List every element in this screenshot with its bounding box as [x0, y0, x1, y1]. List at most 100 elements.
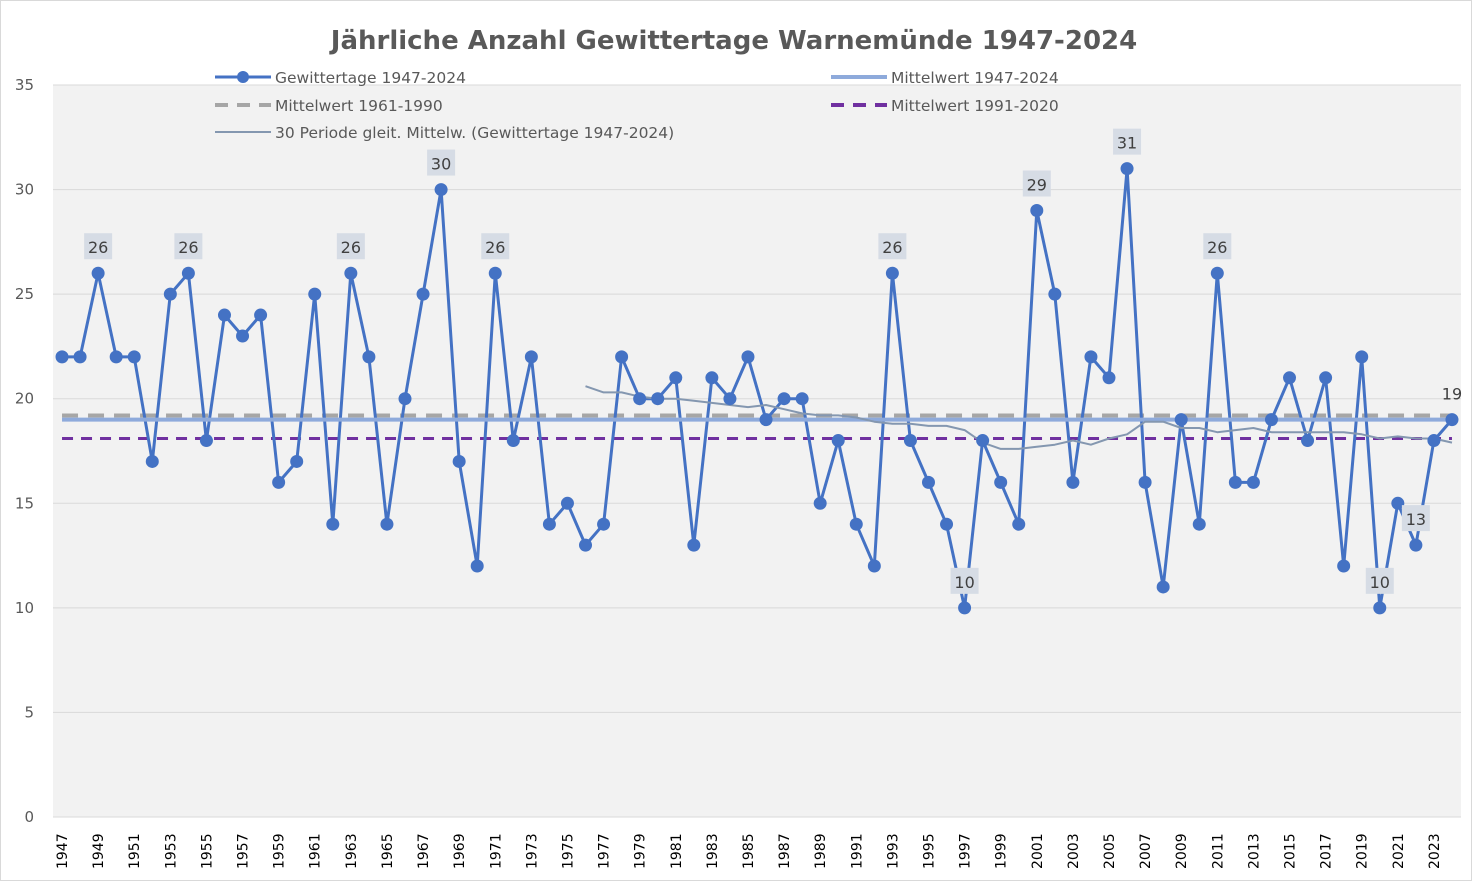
- legend-item: 30 Periode gleit. Mittelw. (Gewittertage…: [215, 124, 674, 142]
- data-point: [1192, 517, 1206, 531]
- data-label: 26: [88, 238, 108, 257]
- legend-label: Mittelwert 1991-2020: [891, 97, 1059, 115]
- x-tick-label: 1951: [127, 833, 143, 869]
- x-tick-label: 1971: [488, 833, 504, 869]
- x-tick-label: 2019: [1355, 833, 1371, 869]
- data-point: [1228, 475, 1242, 489]
- x-tick-label: 1957: [236, 833, 252, 869]
- data-point: [290, 454, 304, 468]
- data-label-box: [427, 149, 456, 176]
- data-point: [867, 559, 881, 573]
- x-tick-label: 2005: [1102, 833, 1118, 869]
- legend: Gewittertage 1947-2024 Mittelwert 1947-20…: [215, 69, 1059, 142]
- data-point: [1102, 371, 1116, 385]
- x-tick-label: 2007: [1138, 833, 1154, 869]
- x-tick-label: 1977: [597, 833, 613, 869]
- data-point: [452, 454, 466, 468]
- data-point: [994, 475, 1008, 489]
- data-point: [506, 434, 520, 448]
- data-point: [741, 350, 755, 364]
- x-tick-label: 2003: [1066, 833, 1082, 869]
- x-tick-label: 1983: [705, 833, 721, 869]
- data-point: [849, 517, 863, 531]
- legend-label: Gewittertage 1947-2024: [275, 69, 466, 87]
- y-tick-label: 15: [15, 494, 34, 512]
- data-point: [1174, 413, 1188, 427]
- data-label: 26: [485, 238, 505, 257]
- data-point: [615, 350, 629, 364]
- x-tick-label: 1979: [633, 833, 649, 869]
- data-point: [651, 392, 665, 406]
- data-label-box: [1022, 170, 1051, 197]
- data-point: [109, 350, 123, 364]
- x-tick-label: 1995: [921, 833, 937, 869]
- data-point: [344, 266, 358, 280]
- data-point: [398, 392, 412, 406]
- data-point: [1445, 413, 1459, 427]
- data-point: [181, 266, 195, 280]
- data-label-box: [1203, 233, 1232, 260]
- x-tick-label: 2015: [1283, 833, 1299, 869]
- x-tick-label: 1959: [272, 833, 288, 869]
- data-point: [831, 434, 845, 448]
- x-tick-label: 1955: [199, 833, 215, 869]
- data-point: [470, 559, 484, 573]
- x-tick-label: 1975: [560, 833, 576, 869]
- data-point: [145, 454, 159, 468]
- x-axis-ticks: 1947 1949 1951 1953 1955 1957 1959 1961 1963 1965…: [55, 833, 1443, 869]
- data-label-box: [481, 233, 510, 260]
- data-point: [1030, 203, 1044, 217]
- data-point: [1301, 434, 1315, 448]
- y-axis-ticks: 0 5 10 15 20 25 30 35: [15, 76, 34, 826]
- data-label: 13: [1406, 510, 1426, 529]
- data-label-box: [878, 233, 907, 260]
- y-tick-label: 10: [15, 599, 34, 617]
- data-point: [1066, 475, 1080, 489]
- legend-item: Gewittertage 1947-2024: [215, 69, 466, 87]
- x-tick-label: 1985: [741, 833, 757, 869]
- x-tick-label: 1949: [91, 833, 107, 869]
- legend-item: Mittelwert 1947-2024: [831, 69, 1059, 87]
- x-tick-label: 1999: [994, 833, 1010, 869]
- x-tick-label: 1953: [163, 833, 179, 869]
- data-point: [524, 350, 538, 364]
- data-point: [1084, 350, 1098, 364]
- x-tick-label: 1963: [344, 833, 360, 869]
- data-point: [940, 517, 954, 531]
- x-tick-label: 2009: [1174, 833, 1190, 869]
- x-tick-label: 1973: [524, 833, 540, 869]
- data-point: [1391, 496, 1405, 510]
- x-tick-label: 1947: [55, 833, 71, 869]
- y-tick-label: 0: [24, 808, 34, 826]
- data-point: [199, 434, 213, 448]
- data-label: 26: [1207, 238, 1227, 257]
- data-point: [55, 350, 69, 364]
- data-point: [885, 266, 899, 280]
- data-label-box: [84, 233, 113, 260]
- data-label: 30: [431, 155, 451, 174]
- data-point: [380, 517, 394, 531]
- x-tick-label: 1989: [813, 833, 829, 869]
- data-label: 19: [1442, 385, 1462, 404]
- data-point: [1156, 580, 1170, 594]
- data-point: [958, 601, 972, 615]
- data-point: [976, 434, 990, 448]
- series-layer: [55, 162, 1459, 615]
- data-point: [362, 350, 376, 364]
- data-point: [488, 266, 502, 280]
- data-point: [759, 413, 773, 427]
- data-label-box: [174, 233, 203, 260]
- data-point: [1373, 601, 1387, 615]
- gridlines: [53, 84, 1461, 818]
- data-point: [308, 287, 322, 301]
- legend-item: Mittelwert 1961-1990: [215, 97, 443, 115]
- x-tick-label: 1965: [380, 833, 396, 869]
- data-point: [1012, 517, 1026, 531]
- data-point: [127, 350, 141, 364]
- x-tick-label: 2023: [1427, 833, 1443, 869]
- data-point: [560, 496, 574, 510]
- data-point: [236, 329, 250, 343]
- data-point: [326, 517, 340, 531]
- data-point: [1048, 287, 1062, 301]
- x-tick-label: 1967: [416, 833, 432, 869]
